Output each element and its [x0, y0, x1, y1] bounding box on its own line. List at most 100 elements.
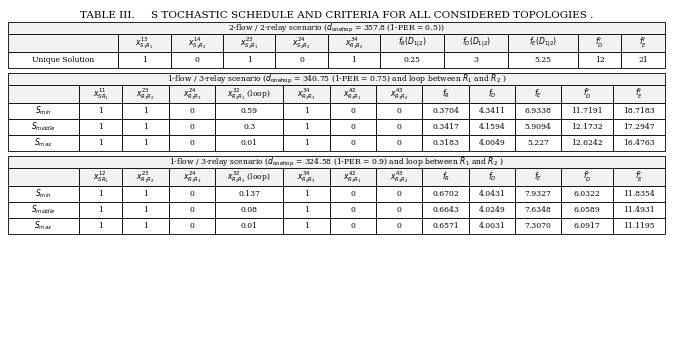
Bar	[283, 168, 330, 186]
Bar	[79, 85, 122, 103]
Text: 11.1195: 11.1195	[623, 222, 655, 230]
Bar	[380, 52, 444, 68]
Bar	[515, 202, 561, 218]
Bar	[423, 119, 468, 135]
Bar	[215, 135, 283, 151]
Bar	[508, 34, 578, 52]
Text: 1: 1	[98, 190, 103, 198]
Bar	[169, 218, 215, 234]
Bar	[215, 186, 283, 202]
Text: $x^{24}_{S_2R_2}$: $x^{24}_{S_2R_2}$	[293, 35, 311, 51]
Bar	[330, 168, 376, 186]
Text: $x^{23}_{S_2R_1}$: $x^{23}_{S_2R_1}$	[240, 35, 258, 51]
Text: 0.3: 0.3	[243, 123, 255, 131]
Text: $f^r_E$: $f^r_E$	[635, 87, 643, 101]
Text: 0.25: 0.25	[404, 56, 421, 64]
Bar	[8, 135, 79, 151]
Text: 0: 0	[397, 107, 402, 115]
Bar	[561, 119, 613, 135]
Bar	[561, 135, 613, 151]
Bar	[215, 168, 283, 186]
Bar	[122, 103, 169, 119]
Text: 1: 1	[143, 107, 148, 115]
Bar	[8, 22, 665, 34]
Text: 0: 0	[194, 56, 199, 64]
Text: $S_{max}$: $S_{max}$	[34, 220, 52, 232]
Bar	[215, 85, 283, 103]
Bar	[283, 218, 330, 234]
Bar	[376, 103, 423, 119]
Text: 7.3070: 7.3070	[525, 222, 552, 230]
Text: 1: 1	[304, 222, 309, 230]
Text: 6.9338: 6.9338	[525, 107, 552, 115]
Text: $x^{34}_{R_2R_3}$: $x^{34}_{R_2R_3}$	[297, 86, 316, 102]
Text: $f^r_D$: $f^r_D$	[596, 36, 604, 50]
Bar	[330, 135, 376, 151]
Bar	[423, 135, 468, 151]
Text: 12.1732: 12.1732	[571, 123, 603, 131]
Text: 0.6643: 0.6643	[432, 206, 459, 214]
Text: 6.0589: 6.0589	[574, 206, 601, 214]
Text: 0: 0	[397, 222, 402, 230]
Text: 0: 0	[351, 190, 355, 198]
Text: 0: 0	[397, 139, 402, 147]
Text: 1: 1	[351, 56, 357, 64]
Bar	[423, 202, 468, 218]
Text: 0: 0	[190, 206, 194, 214]
Text: 1: 1	[304, 123, 309, 131]
Bar	[122, 202, 169, 218]
Bar	[122, 135, 169, 151]
Text: $f_E(D_{1|2})$: $f_E(D_{1|2})$	[529, 36, 557, 50]
Text: 0: 0	[190, 107, 194, 115]
Bar	[169, 186, 215, 202]
Text: 1: 1	[98, 139, 103, 147]
Text: 5.227: 5.227	[528, 139, 549, 147]
Text: 1: 1	[304, 206, 309, 214]
Bar	[468, 135, 515, 151]
Bar	[275, 52, 328, 68]
Text: $f^r_E$: $f^r_E$	[639, 36, 647, 50]
Bar	[423, 85, 468, 103]
Text: $x^{13}_{S_1R_1}$: $x^{13}_{S_1R_1}$	[135, 35, 154, 51]
Bar	[561, 186, 613, 202]
Text: $x^{42}_{R_3R_1}$: $x^{42}_{R_3R_1}$	[343, 169, 362, 185]
Bar	[621, 52, 665, 68]
Bar	[8, 218, 79, 234]
Text: 0: 0	[351, 222, 355, 230]
Bar	[169, 202, 215, 218]
Bar	[79, 202, 122, 218]
Bar	[171, 52, 223, 68]
Bar	[423, 168, 468, 186]
Bar	[444, 52, 508, 68]
Bar	[376, 218, 423, 234]
Text: $f_R$: $f_R$	[441, 88, 450, 100]
Bar	[215, 103, 283, 119]
Text: $x^{23}_{R_1R_2}$: $x^{23}_{R_1R_2}$	[137, 169, 155, 185]
Text: TABLE III.     S TOCHASTIC SCHEDULE AND CRITERIA FOR ALL CONSIDERED TOPOLOGIES .: TABLE III. S TOCHASTIC SCHEDULE AND CRIT…	[80, 11, 593, 20]
Text: 6.0322: 6.0322	[574, 190, 601, 198]
Bar	[223, 34, 275, 52]
Bar	[561, 103, 613, 119]
Bar	[376, 85, 423, 103]
Bar	[79, 168, 122, 186]
Bar	[283, 135, 330, 151]
Text: 6.0917: 6.0917	[574, 222, 601, 230]
Bar	[468, 218, 515, 234]
Bar	[169, 85, 215, 103]
Bar	[330, 218, 376, 234]
Text: $S_{max}$: $S_{max}$	[34, 137, 52, 149]
Bar	[215, 119, 283, 135]
Text: $x^{14}_{S_1R_2}$: $x^{14}_{S_1R_2}$	[188, 35, 206, 51]
Text: $x^{12}_{SR_1}$: $x^{12}_{SR_1}$	[93, 169, 108, 185]
Text: $f_R(D_{1|2})$: $f_R(D_{1|2})$	[398, 36, 427, 50]
Bar	[169, 119, 215, 135]
Text: 0: 0	[190, 139, 194, 147]
Bar	[215, 218, 283, 234]
Text: 0: 0	[351, 206, 355, 214]
Text: 0.08: 0.08	[241, 206, 258, 214]
Text: 0: 0	[351, 123, 355, 131]
Text: 5.9094: 5.9094	[525, 123, 552, 131]
Text: 7.6348: 7.6348	[525, 206, 552, 214]
Text: 0: 0	[397, 206, 402, 214]
Bar	[515, 119, 561, 135]
